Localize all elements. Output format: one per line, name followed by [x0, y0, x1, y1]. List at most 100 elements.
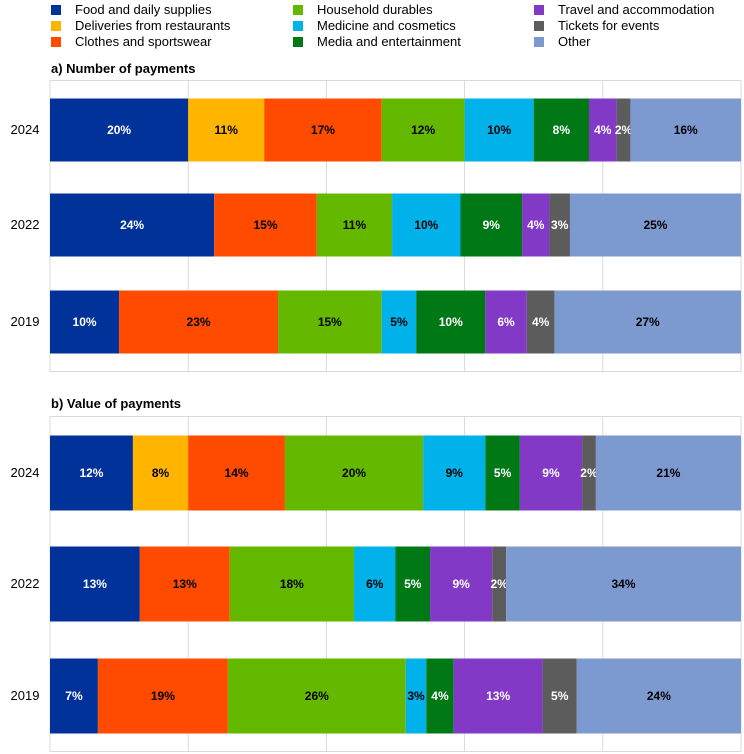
panel-a-bar-segment [464, 98, 534, 162]
panel-a-bar-segment [392, 193, 461, 257]
panel-b-data-label: 20% [342, 466, 366, 480]
panel-b-bar-segment [430, 546, 493, 622]
panel-a-data-label: 10% [487, 123, 511, 137]
panel-b-data-label: 4% [431, 689, 449, 703]
panel-a-data-label: 17% [311, 123, 335, 137]
panel-a-bar-segment [533, 98, 589, 162]
panel-a-bar-segment [214, 193, 317, 257]
legend-label-deliveries: Deliveries from restaurants [75, 18, 231, 33]
panel-a-category-label: 2022 [11, 217, 40, 232]
panel-a-data-label: 15% [253, 218, 277, 232]
panel-b-data-label: 24% [647, 689, 671, 703]
panel-b-bar-segment [50, 435, 133, 511]
legend-label-other: Other [558, 34, 591, 49]
legend-label-clothes: Clothes and sportswear [75, 34, 212, 49]
panel-a-data-label: 9% [483, 218, 501, 232]
panel-a-data-label: 3% [551, 218, 569, 232]
panel-a-bar-segment [416, 290, 486, 354]
panel-a-bar-segment [119, 290, 279, 354]
panel-b-bar-segment [453, 658, 543, 734]
panel-b-data-label: 19% [151, 689, 175, 703]
panel-a-bar-segment [316, 193, 393, 257]
panel-b-category-label: 2024 [11, 465, 40, 480]
panel-b-data-label: 18% [280, 577, 304, 591]
legend-swatch-tickets [534, 21, 544, 31]
panel-a-data-label: 10% [439, 315, 463, 329]
legend-label-media: Media and entertainment [317, 34, 461, 49]
panel-b-bar-segment [97, 658, 228, 734]
legend-swatch-household [293, 5, 303, 15]
panel-a-data-label: 27% [636, 315, 660, 329]
panel-b-bar-segment [492, 546, 507, 622]
panel-a-bar-segment [50, 98, 189, 162]
panel-a-bar-segment [485, 290, 527, 354]
chart-legend: Food and daily supplies Deliveries from r… [0, 0, 744, 56]
panel-b-category-label: 2022 [11, 576, 40, 591]
panel-b-data-label: 12% [79, 466, 103, 480]
panel-b-bar-segment [395, 546, 431, 622]
legend-swatch-food [51, 5, 61, 15]
legend-swatch-clothes [51, 37, 61, 47]
panel-a-data-label: 10% [414, 218, 438, 232]
panel-a-category-label: 2019 [11, 314, 40, 329]
panel-b-bar-segment [595, 435, 741, 511]
panel-a-category-label: 2024 [11, 122, 40, 137]
panel-a-data-label: 11% [215, 123, 239, 137]
panel-b-category-label: 2019 [11, 688, 40, 703]
panel-a-bar-segment [381, 98, 465, 162]
panel-a-data-label: 2% [615, 123, 633, 137]
panel-a-bar-segment [50, 193, 215, 257]
panel-b-data-label: 13% [83, 577, 107, 591]
panel-a-bar-segment [554, 290, 741, 354]
panel-a-data-label: 12% [411, 123, 435, 137]
panel-a-bar-segment [569, 193, 741, 257]
panel-b-bar-segment [50, 658, 98, 734]
panel-a-bar-segment [264, 98, 382, 162]
legend-label-tickets: Tickets for events [558, 18, 660, 33]
legend-label-food: Food and daily supplies [75, 2, 212, 17]
panel-b-data-label: 34% [612, 577, 636, 591]
panel-b-data-label: 26% [305, 689, 329, 703]
panel-b-data-label: 9% [446, 466, 464, 480]
panel-b-bar-segment [519, 435, 583, 511]
panel-a-bar-segment [278, 290, 382, 354]
panel-a-data-label: 25% [643, 218, 667, 232]
legend-label-travel: Travel and accommodation [558, 2, 715, 17]
panel-b-bar-segment [423, 435, 486, 511]
legend-swatch-medicine [293, 21, 303, 31]
panel-a-data-label: 24% [120, 218, 144, 232]
legend-swatch-other [534, 37, 544, 47]
panel-b-data-label: 13% [173, 577, 197, 591]
panel-b-bar-segment [188, 435, 285, 511]
panel-a-bar-segment [549, 193, 570, 257]
panel-b-data-label: 9% [542, 466, 560, 480]
panel-b-bar-segment [50, 546, 140, 622]
panel-b-data-label: 21% [656, 466, 680, 480]
panel-b-bar-segment [405, 658, 427, 734]
panel-a-title: a) Number of payments [51, 61, 196, 76]
panel-b-bar-segment [354, 546, 396, 622]
panel-b-data-label: 3% [407, 689, 425, 703]
chart-panel-value-of-payments: 2024 12% 8% 14% 20% 9% 5% 9% 2% 21% 2022 13% 13% 18% 6… [11, 416, 742, 752]
panel-a-bar-segment [616, 98, 631, 162]
panel-b-data-label: 9% [452, 577, 470, 591]
panel-a-bar-segment [188, 98, 265, 162]
panel-a-data-label: 4% [527, 218, 545, 232]
panel-b-bar-segment [426, 658, 454, 734]
panel-b-bar-segment [227, 658, 406, 734]
panel-a-data-label: 23% [187, 315, 211, 329]
panel-a-data-label: 4% [594, 123, 612, 137]
panel-b-title: b) Value of payments [51, 396, 182, 411]
legend-label-medicine: Medicine and cosmetics [317, 18, 456, 33]
panel-b-data-label: 5% [404, 577, 422, 591]
panel-b-data-label: 5% [494, 466, 512, 480]
panel-a-bar-segment [460, 193, 523, 257]
legend-swatch-deliveries [51, 21, 61, 31]
panel-a-bar-segment [522, 193, 550, 257]
chart-panel-number-of-payments: 2024 20% 11% 17% 12% 10% 8% 4% 2% 16%2022 24% 15% 11… [11, 80, 742, 372]
panel-b-bar-segment [576, 658, 741, 734]
panel-b-bar-segment [582, 435, 596, 511]
panel-b-data-label: 2% [490, 577, 508, 591]
panel-a-bar-segment [50, 290, 120, 354]
panel-b-data-label: 8% [152, 466, 170, 480]
